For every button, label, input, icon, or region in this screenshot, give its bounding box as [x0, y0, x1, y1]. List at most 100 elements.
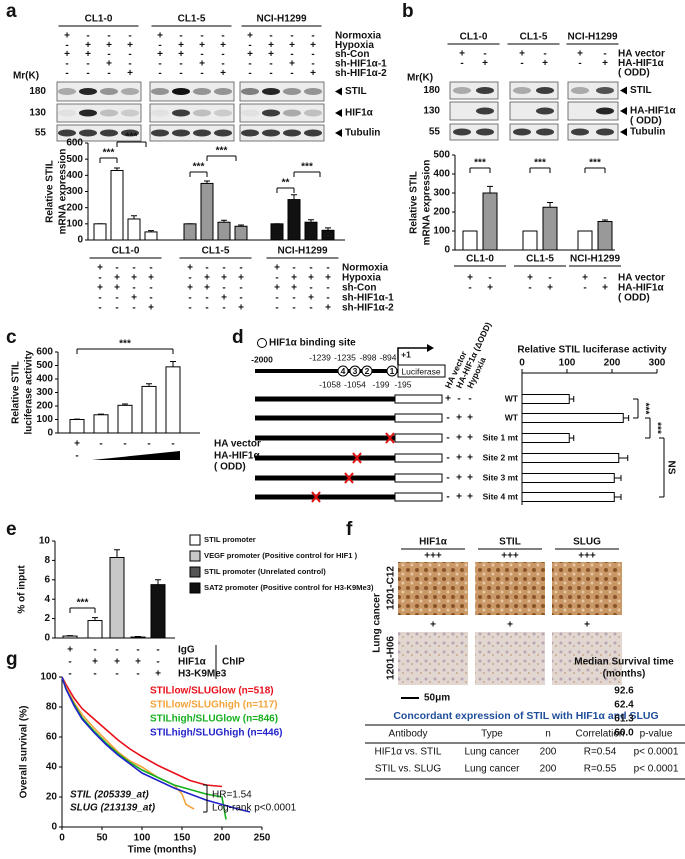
survival-line: [61, 676, 223, 788]
annotation: SLUG (213139_at): [70, 803, 156, 814]
sign: +: [199, 40, 205, 51]
construct-label: WT: [505, 393, 519, 403]
bar: [521, 492, 615, 502]
band: [304, 129, 322, 137]
table-cell: 200: [540, 764, 557, 775]
sign: +: [74, 439, 80, 450]
bar: [270, 223, 284, 241]
significance: ***: [77, 598, 89, 609]
ihc-image: [552, 632, 622, 685]
y-tick-label: 500: [433, 150, 450, 161]
bar: [150, 584, 166, 639]
sign: +: [67, 645, 73, 656]
sign: -: [115, 303, 118, 314]
sign: -: [248, 68, 251, 79]
bar: [577, 230, 593, 251]
sign: -: [75, 451, 78, 462]
sign: -: [603, 49, 606, 60]
sign: -: [528, 283, 531, 294]
blot-label: HA-HIF1α: [630, 106, 676, 117]
significance: NS: [665, 461, 676, 475]
band: [58, 88, 76, 95]
tss-label: +1: [401, 349, 411, 359]
cell-line: CL1-0: [460, 32, 488, 43]
sign: +: [131, 273, 137, 284]
sign: -: [171, 439, 174, 450]
table-cell: 200: [540, 747, 557, 758]
table-header: p-value: [640, 729, 673, 740]
significance: ***: [639, 403, 650, 415]
cell-line: CL1-0: [85, 14, 113, 25]
column-label: STIL: [499, 537, 521, 548]
y-tick-label: 100: [40, 672, 57, 683]
site-number: 3: [353, 366, 358, 376]
sign: -: [292, 293, 295, 304]
table-header: Correlation: [576, 729, 625, 740]
sign: -: [548, 273, 551, 284]
sign: +: [582, 273, 588, 284]
error-bar: [170, 360, 176, 367]
blot: [149, 124, 235, 142]
blot: [449, 123, 499, 141]
sign: -: [132, 303, 135, 314]
sign: +: [310, 40, 316, 51]
sign: -: [290, 68, 293, 79]
sign: +: [178, 49, 184, 60]
sign: +: [602, 283, 608, 294]
row-label: sh-HIF1α-2: [335, 68, 387, 79]
sign: -: [311, 31, 314, 42]
band: [453, 128, 471, 136]
sign: +: [238, 273, 244, 284]
sign: -: [520, 58, 523, 69]
blot: [149, 81, 235, 102]
blot: [449, 101, 499, 121]
y-tick-label: 80: [46, 702, 58, 713]
sign: +: [325, 303, 331, 314]
ihc-image: [398, 562, 468, 615]
ihc-image: [552, 562, 622, 615]
error-bar: [547, 202, 553, 208]
cell-line: CL1-0: [112, 246, 140, 257]
sign: +: [64, 31, 70, 42]
sign: +: [97, 263, 103, 274]
sign: -: [222, 303, 225, 314]
median-label: 60.0: [614, 728, 634, 739]
site: [337, 365, 349, 377]
legend-label: HIF1α binding site: [269, 338, 356, 349]
y-tick-label: 8: [44, 555, 50, 566]
table-cell: HIF1α vs. STIL: [375, 747, 442, 758]
mr-label: Mr(K): [13, 71, 39, 82]
mw-label: 55: [35, 128, 47, 139]
sign: -: [147, 439, 150, 450]
sign: +: [148, 273, 154, 284]
sign: -: [309, 303, 312, 314]
error-bar: [569, 435, 575, 441]
mw-label: 130: [423, 106, 440, 117]
sign: -: [158, 59, 161, 70]
band: [476, 128, 494, 136]
annotation: STIL (205339_at): [70, 790, 149, 801]
bar: [200, 182, 214, 241]
sign: +: [157, 49, 163, 60]
blot-label: Tubulin: [630, 127, 665, 138]
bar: [234, 225, 248, 241]
sign: +: [310, 68, 316, 79]
sign: -: [205, 293, 208, 304]
legend-label: STIL promoter: [204, 535, 256, 544]
band: [151, 88, 169, 95]
sign: -: [446, 473, 449, 484]
significance: ***: [103, 148, 115, 159]
reporter: [394, 433, 443, 443]
sign: -: [68, 657, 71, 668]
sign: -: [269, 31, 272, 42]
row-label: HA vector: [618, 273, 665, 284]
y-tick-label: 0: [44, 633, 50, 644]
sign: -: [326, 263, 329, 274]
legend-title: (months): [603, 669, 646, 680]
band: [151, 109, 169, 117]
y-tick-label: 400: [66, 170, 83, 181]
error-bar: [623, 415, 630, 421]
mw-label: 55: [429, 127, 441, 138]
sign: +: [467, 492, 473, 503]
